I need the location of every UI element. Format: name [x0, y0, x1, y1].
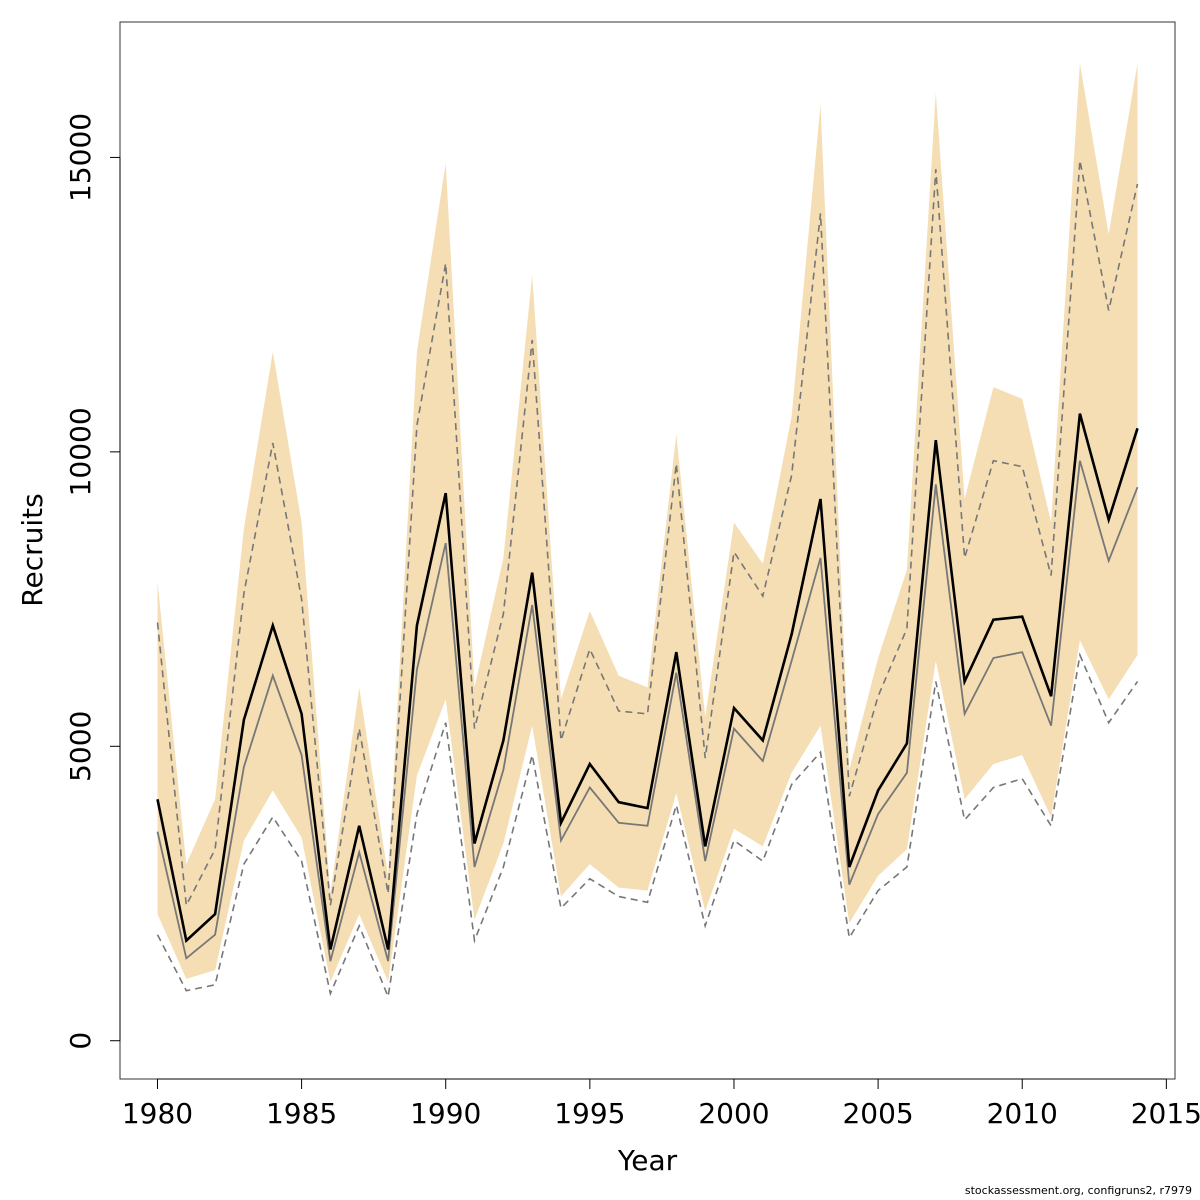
dashed-upper-line [156, 160, 1139, 909]
main-estimate-line [156, 413, 1139, 950]
credit-text: stockassessment.org, configruns2, r7979 [964, 1184, 1192, 1197]
x-tick-label: 1995 [554, 1097, 625, 1130]
y-tick-label: 5000 [64, 711, 97, 782]
y-tick-label: 0 [64, 1032, 97, 1050]
x-tick-label: 2015 [1131, 1097, 1200, 1130]
x-tick-label: 2000 [698, 1097, 769, 1130]
x-tick-label: 1980 [122, 1097, 193, 1130]
y-axis-title: Recruits [16, 493, 49, 606]
y-tick-label: 10000 [64, 407, 97, 496]
x-axis: 1980 1985 1990 1995 2000 2005 2010 2015 [122, 1078, 1200, 1130]
x-tick-label: 2005 [842, 1097, 913, 1130]
x-tick-label: 2010 [987, 1097, 1058, 1130]
x-tick-label: 1990 [410, 1097, 481, 1130]
y-axis: 0 5000 10000 15000 [64, 113, 121, 1050]
y-tick-label: 15000 [64, 113, 97, 202]
x-tick-label: 1985 [266, 1097, 337, 1130]
confidence-band [157, 63, 1138, 982]
x-axis-title: Year [617, 1144, 678, 1177]
dashed-lower-line [156, 652, 1139, 1000]
secondary-estimate-line [156, 460, 1139, 962]
